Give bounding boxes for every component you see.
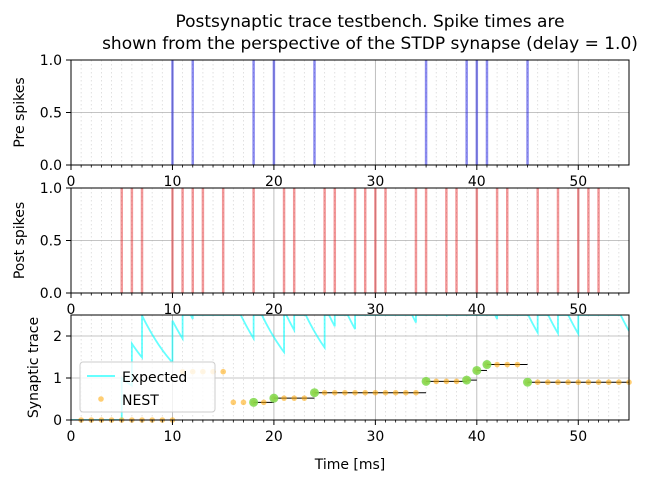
nest-point (352, 389, 358, 396)
nest-point (494, 361, 500, 368)
legend: Expected NEST (79, 361, 216, 413)
nest-point (595, 379, 602, 386)
nest-point (545, 379, 551, 386)
nest-point (514, 361, 521, 368)
x-tick-label: 10 (164, 174, 182, 190)
x-tick-label: 50 (569, 302, 587, 318)
legend-expected-label: Expected (122, 370, 187, 386)
y-axis-label: Post spikes (12, 202, 28, 279)
pre-spike-trace-marker (269, 393, 279, 403)
pre-spike-trace-marker (462, 375, 472, 385)
y-tick-label: 0.5 (40, 234, 62, 250)
pre-spike-trace-marker (482, 360, 492, 370)
nest-point (331, 389, 338, 396)
x-tick-label: 20 (265, 174, 283, 190)
figure-title-line2: shown from the perspective of the STDP s… (102, 34, 638, 54)
x-tick-label: 0 (67, 302, 76, 318)
nest-point (362, 389, 369, 396)
x-tick-label: 40 (468, 429, 486, 445)
x-tick-label: 10 (164, 429, 182, 445)
y-tick-label: 1 (53, 371, 62, 387)
nest-point (240, 399, 247, 406)
nest-point (392, 389, 399, 396)
y-tick-label: 1.0 (40, 181, 62, 197)
x-tick-label: 50 (569, 429, 587, 445)
nest-point (585, 379, 592, 386)
pre-spike-trace-marker (523, 377, 533, 387)
nest-point (413, 389, 419, 396)
legend-nest-label: NEST (122, 393, 159, 409)
nest-point (382, 389, 389, 396)
x-axis-label: Time [ms] (314, 457, 386, 473)
x-tick-label: 0 (67, 429, 76, 445)
pre-spike-trace-marker (309, 388, 319, 398)
x-tick-label: 30 (366, 429, 384, 445)
figure-title-line1: Postsynaptic trace testbench. Spike time… (175, 12, 564, 32)
nest-point (605, 379, 612, 386)
y-tick-label: 1.0 (40, 53, 62, 69)
panel-post: 0 10 20 30 40 50 0.0 0.5 1.0 Post spikes (12, 181, 630, 318)
x-tick-label: 20 (265, 429, 283, 445)
nest-point (403, 389, 409, 396)
nest-point (433, 378, 440, 385)
x-tick-label: 0 (67, 174, 76, 190)
pre-spike-trace-marker (421, 376, 431, 386)
x-tick-label: 50 (569, 174, 587, 190)
y-tick-label: 0.0 (40, 286, 62, 302)
x-tick-label: 40 (468, 302, 486, 318)
nest-point (281, 395, 287, 401)
nest-point (453, 378, 460, 385)
y-axis-label: Synaptic trace (26, 317, 42, 418)
nest-point (443, 378, 450, 385)
legend-nest-swatch (98, 396, 104, 402)
panel-trace: Expected NEST 0 10 20 30 40 50 0 1 2 Synaptic trace… (26, 314, 632, 473)
expected-trace-line (71, 315, 629, 420)
nest-point (534, 379, 541, 386)
nest-point (291, 395, 298, 401)
nest-point (230, 399, 237, 406)
legend-box (79, 361, 216, 413)
nest-point (342, 389, 348, 396)
y-tick-label: 2 (53, 329, 62, 345)
x-tick-label: 20 (265, 302, 283, 318)
nest-point (372, 389, 379, 396)
nest-point (260, 399, 267, 406)
x-tick-label: 30 (366, 174, 384, 190)
x-tick-label: 40 (468, 174, 486, 190)
pre-spike-trace-marker (249, 397, 259, 407)
y-tick-label: 0.5 (40, 106, 62, 122)
nest-point (321, 389, 328, 396)
x-tick-label: 10 (164, 302, 182, 318)
nest-point (301, 395, 308, 401)
y-tick-label: 0.0 (40, 158, 62, 174)
panel-pre: 0 10 20 30 40 50 0.0 0.5 1.0 Pre spikes (12, 53, 630, 190)
x-tick-label: 30 (366, 302, 384, 318)
nest-point (565, 379, 571, 386)
nest-point (220, 368, 226, 375)
pre-spike-trace-marker (472, 365, 482, 375)
y-tick-label: 0 (53, 413, 62, 429)
nest-point (555, 379, 561, 386)
y-axis-label: Pre spikes (12, 77, 28, 147)
nest-point (504, 361, 511, 368)
nest-point (616, 379, 622, 386)
nest-point (575, 379, 582, 386)
axes-frame (70, 314, 630, 421)
